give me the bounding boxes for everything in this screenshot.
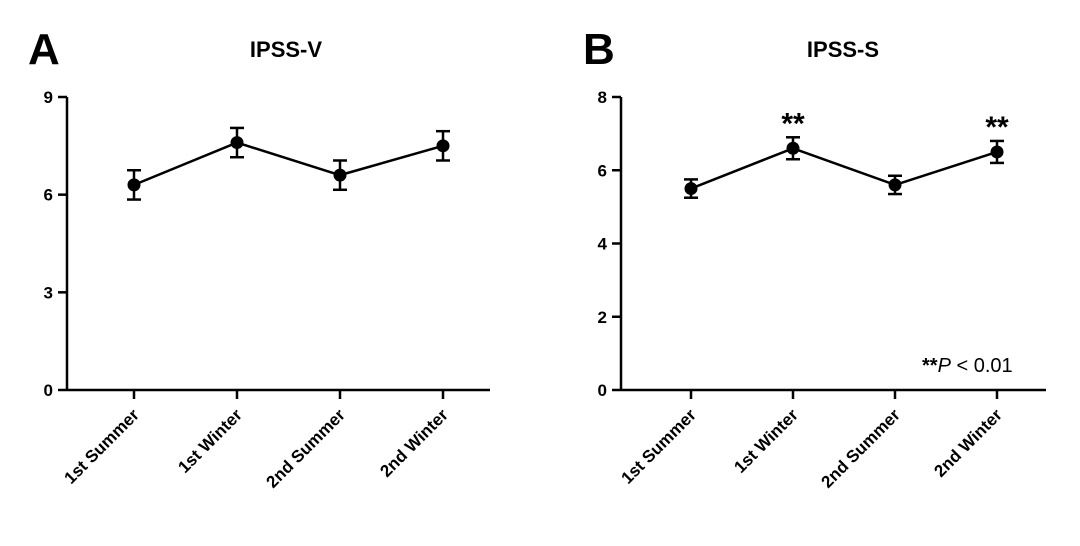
data-point-b (888, 178, 902, 192)
y-tick-label-b: 0 (598, 381, 607, 400)
x-tick-label-b: 2nd Summer (818, 405, 905, 492)
x-tick-label-a: 2nd Summer (263, 405, 350, 492)
series-line-b (690, 146, 998, 190)
panel-letter-b: B (583, 25, 615, 74)
p-note-threshold: < 0.01 (951, 355, 1013, 377)
data-point-a (230, 136, 244, 150)
x-tick-label-b: 2nd Winter (930, 405, 1006, 481)
data-point-a (127, 178, 141, 192)
x-tick-label-a: 2nd Winter (376, 405, 452, 481)
y-tick-label-b: 8 (598, 88, 607, 107)
x-tick-label-b: 1st Summer (618, 405, 701, 488)
data-point-a (333, 168, 347, 182)
p-note-symbol: P (938, 355, 952, 377)
data-point-b (990, 145, 1004, 159)
data-point-b (684, 182, 698, 196)
chart-title-a: IPSS-V (250, 37, 322, 62)
data-point-a (436, 139, 450, 153)
y-tick-label-a: 3 (44, 283, 53, 302)
p-value-note: **P < 0.01 (922, 355, 1013, 377)
chart-title-b: IPSS-S (807, 37, 879, 62)
y-tick-label-b: 2 (598, 308, 607, 327)
x-tick-label-b: 1st Winter (730, 405, 802, 477)
y-tick-label-a: 6 (44, 186, 53, 205)
panel-letter-a: A (28, 25, 60, 74)
series-line-a (133, 141, 444, 187)
y-tick-label-a: 0 (44, 381, 53, 400)
x-tick-label-a: 1st Winter (174, 405, 246, 477)
significance-mark-b: ** (985, 111, 1009, 144)
panel-a: A IPSS-V 0 3 6 9 1st Summer 1st Winter 2nd Sum… (28, 25, 490, 492)
y-tick-label-b: 6 (598, 161, 607, 180)
y-tick-label-a: 9 (44, 88, 53, 107)
y-tick-label-b: 4 (598, 235, 608, 254)
data-point-b (786, 141, 800, 155)
p-note-stars: ** (922, 355, 938, 377)
x-tick-label-a: 1st Summer (61, 405, 144, 488)
significance-mark-b: ** (781, 107, 805, 140)
